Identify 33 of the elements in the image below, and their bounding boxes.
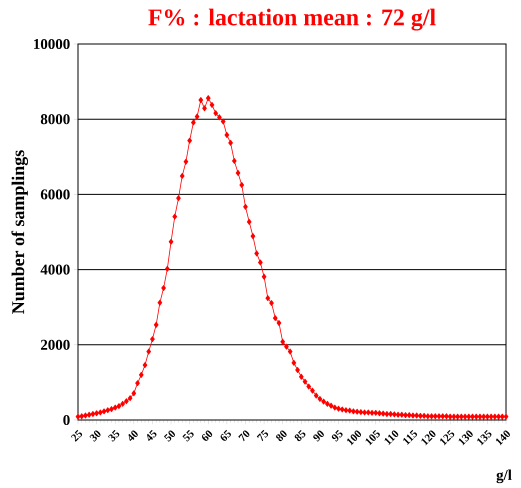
x-tick-label: 120 [421,430,436,446]
chart-title: F% : lactation mean : 72 g/l [148,8,436,30]
y-tick-label: 6000 [40,189,70,200]
x-axis-title: g/l [496,470,512,484]
x-tick-label: 140 [496,430,510,446]
x-tick-label: 130 [458,430,473,446]
x-tick-label: 65 [220,430,231,441]
x-tick-label: 90 [313,430,324,442]
x-tick-label: 100 [347,430,362,446]
x-tick-label: 30 [90,430,101,442]
x-tick-label: 45 [147,430,156,441]
y-axis-title: Number of samplings [11,150,28,314]
x-tick-label: 75 [256,430,268,442]
x-tick-label: 70 [238,430,250,442]
x-tick-label: 50 [164,430,175,442]
y-tick-label: 0 [63,414,70,426]
x-tick-label: 40 [128,430,138,442]
x-tick-label: 25 [70,430,82,442]
x-tick-label: 135 [477,430,492,446]
y-tick-label: 2000 [40,340,70,350]
y-tick-label: 4000 [40,264,70,275]
x-tick-label: 85 [294,430,306,442]
y-tick-label: 10000 [34,38,70,50]
x-tick-label: 80 [276,430,287,442]
x-tick-label: 105 [366,430,380,446]
x-tick-label: 35 [108,430,120,442]
x-tick-label: 55 [182,430,194,442]
x-tick-label: 95 [332,430,343,442]
x-tick-label: 125 [440,430,454,446]
y-tick-label: 8000 [40,114,70,124]
x-tick-label: 60 [202,430,212,441]
x-tick-label: 110 [384,430,398,445]
x-tick-label: 115 [403,430,417,445]
